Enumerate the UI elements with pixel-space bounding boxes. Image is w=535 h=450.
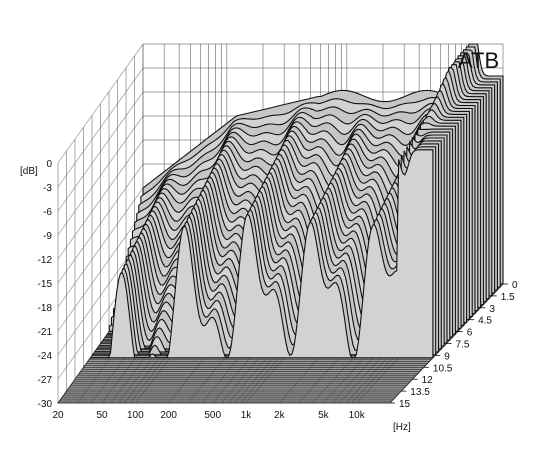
y-axis: 0 -3 -6 -9 -12 -15 -18 -21 -24 -27 -30: [38, 159, 53, 410]
decay-slice: [90, 149, 434, 359]
y-tick-label: -6: [43, 207, 52, 218]
y-tick-label: -18: [38, 303, 53, 314]
x-tick-label: 100: [127, 410, 144, 421]
x-tick-label: 200: [160, 410, 177, 421]
z-tick-label: 10.5: [433, 363, 453, 374]
z-tick-label: 4.5: [478, 316, 492, 327]
y-axis-label: [dB]: [20, 166, 38, 177]
x-tick-label: 1k: [241, 410, 253, 421]
x-tick-label: 10k: [349, 410, 366, 421]
x-tick-label: 2k: [274, 410, 286, 421]
z-tick-label: 15: [399, 399, 411, 410]
side-wall-grid: [57, 43, 144, 404]
z-tick-label: 3: [489, 304, 495, 315]
z-tick-label: 12: [422, 375, 434, 386]
z-tick-label: 13.5: [410, 387, 430, 398]
z-tick-label: 1.5: [501, 292, 515, 303]
x-tick-label: 5k: [318, 410, 330, 421]
z-tick-label: 9: [444, 351, 450, 362]
z-tick-label: 6: [467, 328, 473, 339]
y-tick-label: -30: [38, 399, 53, 410]
x-tick-label: 500: [204, 410, 221, 421]
y-tick-label: -21: [38, 327, 53, 338]
x-axis-label: [Hz]: [393, 422, 411, 433]
x-tick-label: 20: [52, 410, 64, 421]
spectral-slices: [90, 43, 504, 359]
x-tick-label: 50: [96, 410, 108, 421]
z-tick-label: 7.5: [456, 340, 470, 351]
y-tick-label: -3: [43, 183, 52, 194]
y-tick-label: -12: [38, 255, 53, 266]
y-tick-label: -9: [43, 231, 52, 242]
y-tick-label: 0: [46, 159, 52, 170]
y-tick-label: -27: [38, 375, 53, 386]
y-tick-label: -15: [38, 279, 53, 290]
z-tick-label: 0: [512, 280, 518, 291]
x-axis: 20 50 100 200 500 1k 2k 5k 10k: [52, 410, 365, 421]
y-tick-label: -24: [38, 351, 53, 362]
chart-title: ATB: [458, 48, 499, 73]
